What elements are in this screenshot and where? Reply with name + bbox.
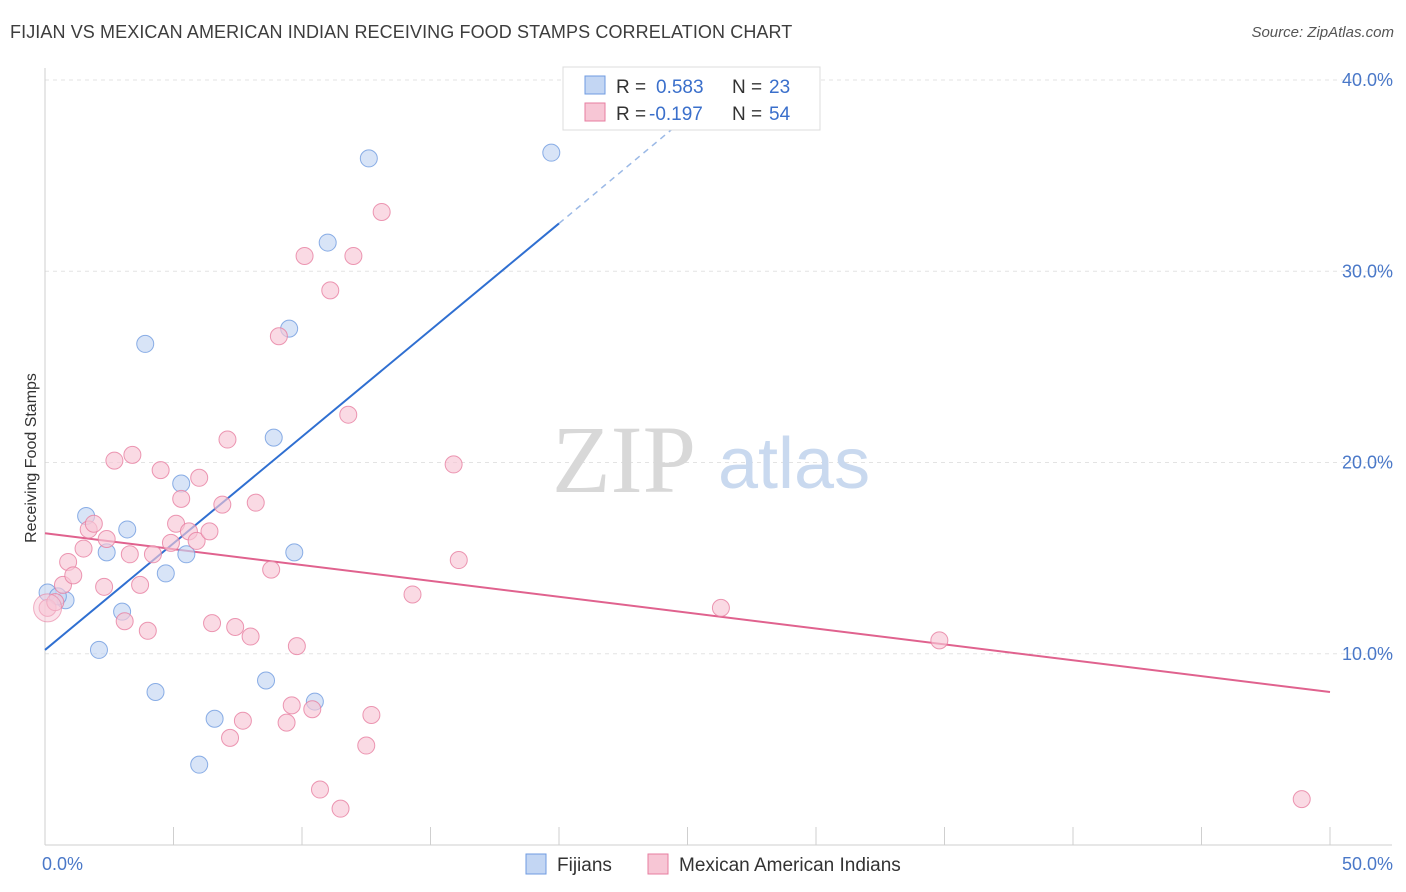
point-mexican-american-indians [95, 577, 114, 596]
series-legend: Fijians Mexican American Indians [525, 853, 901, 876]
point-mexican-american-indians [203, 614, 222, 633]
trend-line-mexican-american-indians [44, 532, 1331, 693]
bottom-legend-swatch-mexican-american-indians [647, 853, 669, 875]
point-mexican-american-indians [362, 705, 381, 724]
axes: 10.0% 20.0% 30.0% 40.0% 0.0% 50.0% [42, 68, 1393, 874]
legend-r-label-mexican: R = [616, 104, 646, 125]
point-mexican-american-indians [321, 281, 340, 300]
trend-lines [44, 115, 1331, 693]
x-tick-label-max: 50.0% [1342, 854, 1393, 874]
legend-n-label-fijians: N = [732, 77, 762, 98]
point-mexican-american-indians [277, 713, 296, 732]
point-mexican-american-indians [221, 728, 240, 747]
x-tick-label-min: 0.0% [42, 854, 83, 874]
legend-n-value-mexican: 54 [769, 104, 791, 125]
point-mexican-american-indians [138, 621, 157, 640]
point-mexican-american-indians [213, 495, 232, 514]
point-mexican-american-indians [218, 430, 237, 449]
point-mexican-american-indians [233, 711, 252, 730]
point-mexican-american-indians [449, 551, 468, 570]
point-fijians [146, 683, 165, 701]
point-mexican-american-indians [200, 522, 219, 541]
trend-line-fijians-extension [558, 115, 688, 225]
point-mexican-american-indians [262, 560, 281, 579]
point-mexican-american-indians [303, 700, 322, 719]
point-mexican-american-indians [444, 455, 463, 474]
point-mexican-american-indians [172, 489, 191, 508]
chart-title: FIJIAN VS MEXICAN AMERICAN INDIAN RECEIV… [10, 22, 793, 42]
point-mexican-american-indians [246, 493, 265, 512]
point-mexican-american-indians [282, 696, 301, 715]
point-mexican-american-indians [403, 585, 422, 604]
y-tick-label: 30.0% [1342, 261, 1393, 281]
point-mexican-american-indians [295, 246, 314, 265]
point-mexican-american-indians [74, 539, 93, 558]
point-fijians [177, 545, 196, 564]
bottom-legend-swatch-fijians [525, 853, 547, 875]
point-mexican-american-indians-large [33, 593, 63, 623]
bottom-legend-label-fijians: Fijians [557, 855, 612, 876]
legend-r-value-fijians: 0.583 [656, 77, 704, 98]
point-mexican-american-indians [151, 461, 170, 480]
point-mexican-american-indians [357, 736, 376, 755]
y-axis-label: Receiving Food Stamps [23, 373, 40, 543]
point-fijians [172, 474, 191, 493]
point-mexican-american-indians [64, 566, 83, 585]
point-mexican-american-indians [120, 545, 139, 564]
legend-swatch-mexican-american-indians [584, 102, 606, 122]
point-mexican-american-indians [105, 451, 124, 470]
point-fijians [264, 428, 283, 447]
point-fijians [205, 709, 224, 728]
point-mexican-american-indians [1292, 790, 1311, 809]
point-mexican-american-indians [97, 530, 116, 548]
point-fijians [359, 149, 378, 168]
legend-n-value-fijians: 23 [769, 77, 790, 98]
y-tick-label: 40.0% [1342, 70, 1393, 90]
legend-n-label-mexican: N = [732, 104, 762, 125]
point-mexican-american-indians [84, 514, 103, 533]
point-mexican-american-indians [161, 533, 180, 552]
watermark-atlas: atlas [718, 424, 870, 504]
point-fijians [190, 755, 209, 774]
y-tick-label: 20.0% [1342, 453, 1393, 473]
stats-legend: R = 0.583 N = 23 R = -0.197 N = 54 [562, 66, 821, 131]
point-mexican-american-indians [190, 468, 209, 487]
watermark-zip: ZIP [552, 406, 696, 513]
point-mexican-american-indians [241, 627, 260, 646]
point-fijians [285, 543, 304, 562]
point-fijians [89, 640, 108, 659]
point-mexican-american-indians [123, 445, 142, 464]
point-mexican-american-indians [339, 405, 358, 424]
legend-r-value-mexican: -0.197 [649, 104, 703, 125]
point-fijians [318, 233, 337, 252]
point-mexican-american-indians [310, 780, 329, 799]
legend-r-label-fijians: R = [616, 77, 646, 98]
point-fijians [136, 334, 155, 353]
bottom-legend-label-mexican-american-indians: Mexican American Indians [679, 855, 901, 876]
point-mexican-american-indians [287, 637, 306, 656]
point-mexican-american-indians [115, 612, 134, 631]
point-fijians [118, 520, 137, 539]
point-fijians [542, 143, 561, 162]
data-points [33, 143, 1311, 818]
source-label: Source: ZipAtlas.com [1251, 24, 1394, 41]
point-mexican-american-indians [344, 246, 363, 265]
point-mexican-american-indians [269, 327, 288, 346]
point-fijians [156, 564, 175, 583]
point-fijians [257, 671, 276, 690]
point-mexican-american-indians [131, 575, 150, 594]
trend-line-fijians [44, 222, 560, 651]
point-mexican-american-indians [372, 202, 391, 221]
point-mexican-american-indians [187, 531, 206, 550]
point-mexican-american-indians [143, 545, 162, 564]
point-mexican-american-indians [711, 598, 730, 617]
y-tick-label: 10.0% [1342, 644, 1393, 664]
point-mexican-american-indians [331, 799, 350, 818]
watermark: ZIP atlas [552, 406, 870, 513]
point-mexican-american-indians [930, 631, 949, 650]
grid-lines [45, 79, 1392, 655]
legend-swatch-fijians [584, 75, 606, 95]
point-mexican-american-indians [226, 617, 245, 636]
